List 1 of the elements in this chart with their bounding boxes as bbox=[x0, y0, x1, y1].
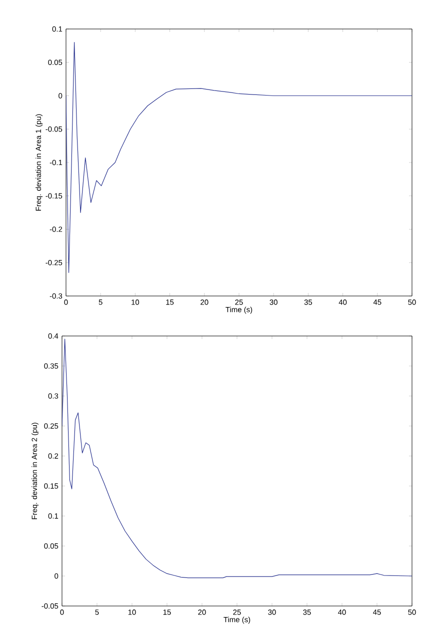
line-series bbox=[62, 338, 412, 578]
